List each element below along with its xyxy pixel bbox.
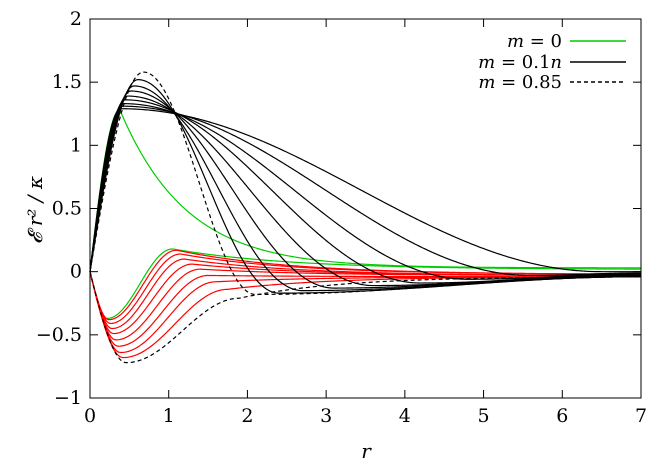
legend-label-massless: m = 0 (507, 31, 562, 52)
y-tick-labels: −1 −0.5 0 0.5 1 1.5 2 (36, 8, 82, 409)
upper-curve-mass-step (89, 95, 641, 287)
upper-curve-mass-step (89, 103, 641, 280)
y-tick-label: 1.5 (52, 71, 82, 93)
legend-rest: = 0.85 (495, 72, 562, 93)
y-tick-label: 0 (70, 261, 82, 283)
x-tick-label: 6 (556, 405, 568, 427)
x-tick-label: 5 (478, 405, 490, 427)
x-tick-label: 3 (320, 405, 332, 427)
legend: m = 0 m = 0.1n m = 0.85 (478, 31, 626, 93)
lower-curve-mass-step (89, 253, 641, 325)
legend-rest: = 0.1 (495, 52, 550, 73)
legend-var-n: n (550, 52, 562, 73)
y-tick-label: 2 (70, 8, 82, 30)
axis-ticks (89, 18, 642, 399)
upper-curve-mass-step (89, 90, 641, 289)
upper-curve-mass-step (89, 85, 641, 292)
upper-curve-mass-step (89, 108, 641, 273)
y-tick-label: −1 (54, 387, 82, 409)
lower-curve-max-mass (89, 271, 642, 364)
x-axis-label: r (361, 439, 372, 463)
upper-curve-mass-step (89, 105, 641, 277)
legend-var: m (507, 31, 524, 52)
upper-curve-massless (89, 109, 641, 272)
lower-curve-mass-step (89, 271, 641, 354)
lower-curve-massless (89, 248, 641, 320)
y-axis-label: 𝓔 r² / κ (23, 176, 47, 244)
x-tick-label: 4 (399, 405, 411, 427)
legend-var: m (478, 72, 495, 93)
x-tick-label: 1 (163, 405, 175, 427)
upper-curve-max-mass (89, 71, 641, 296)
y-tick-label: −0.5 (36, 324, 82, 346)
x-tick-label: 2 (241, 405, 253, 427)
chart-curves (89, 71, 642, 364)
x-tick-labels: 0 1 2 3 4 5 6 7 (84, 405, 647, 427)
x-tick-label: 7 (635, 405, 647, 427)
legend-label-max-mass: m = 0.85 (478, 72, 562, 93)
legend-rest: = 0 (524, 31, 562, 52)
legend-label-mass-steps: m = 0.1n (478, 52, 562, 73)
y-tick-label: 1 (70, 134, 82, 156)
x-tick-label: 0 (84, 405, 96, 427)
y-tick-label: 0.5 (52, 198, 82, 220)
legend-var: m (478, 52, 495, 73)
